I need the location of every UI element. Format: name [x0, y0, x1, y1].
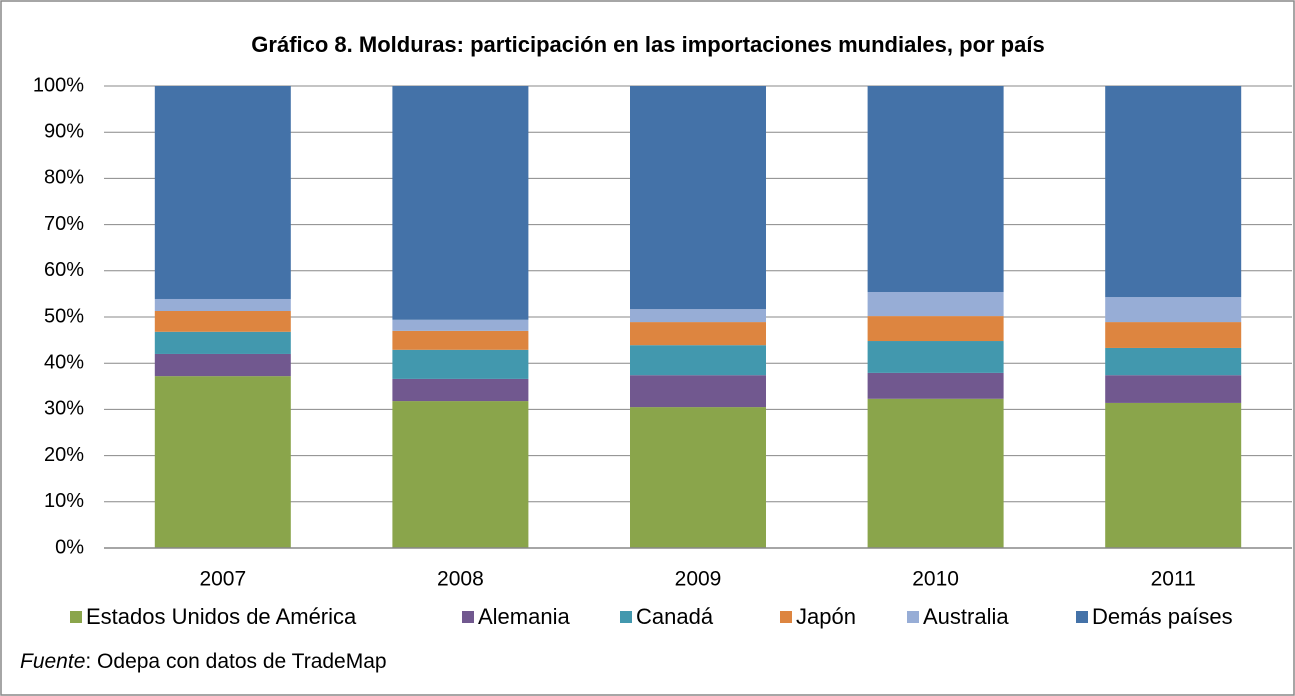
- legend-swatch: [1076, 611, 1088, 623]
- y-tick-label: 60%: [44, 259, 84, 281]
- legend-label: Canadá: [636, 604, 714, 629]
- x-tick-label: 2011: [1151, 568, 1196, 591]
- legend-swatch: [780, 611, 792, 623]
- y-tick-label: 20%: [44, 444, 84, 466]
- bar-segment: [392, 86, 529, 320]
- bar-segment: [392, 378, 529, 402]
- y-tick-label: 80%: [44, 167, 84, 189]
- bar-segment: [392, 401, 529, 548]
- y-tick-label: 0%: [55, 536, 84, 558]
- y-tick-label: 70%: [44, 213, 84, 235]
- bar-segment: [630, 375, 766, 408]
- bar-segment: [154, 310, 291, 332]
- y-tick-label: 40%: [44, 351, 84, 373]
- legend-label: Australia: [923, 604, 1009, 629]
- bar-segment: [867, 398, 1004, 548]
- y-tick-label: 100%: [33, 74, 84, 96]
- bar-segment: [1105, 86, 1242, 298]
- bar-segment: [630, 86, 766, 310]
- bar-segment: [867, 292, 1004, 317]
- bar-segment: [154, 298, 291, 311]
- bar-segment: [1105, 375, 1242, 403]
- bar-segment: [1105, 402, 1242, 548]
- bar-segment: [867, 372, 1004, 399]
- legend-label: Estados Unidos de América: [86, 604, 357, 629]
- x-tick-label: 2009: [675, 568, 722, 591]
- chart-title: Gráfico 8. Molduras: participación en la…: [251, 32, 1044, 57]
- bar-segment: [154, 86, 291, 299]
- y-tick-label: 10%: [44, 490, 84, 512]
- bar-segment: [392, 330, 529, 350]
- bar-segment: [154, 353, 291, 377]
- bar-segment: [1105, 347, 1242, 376]
- y-tick-label: 30%: [44, 398, 84, 420]
- bar-segment: [154, 376, 291, 548]
- x-tick-label: 2008: [437, 568, 484, 591]
- legend-swatch: [462, 611, 474, 623]
- bar-segment: [867, 341, 1004, 373]
- bar-segment: [1105, 297, 1242, 323]
- bar-segment: [154, 331, 291, 354]
- bar-segment: [1105, 322, 1242, 348]
- x-tick-label: 2010: [912, 568, 959, 591]
- legend-label: Japón: [796, 604, 856, 629]
- bar-segment: [392, 319, 529, 331]
- bar-segment: [867, 86, 1004, 293]
- legend-label: Demás países: [1092, 604, 1233, 629]
- bar-segment: [630, 309, 766, 323]
- y-tick-label: 90%: [44, 120, 84, 142]
- bar-segment: [867, 316, 1004, 342]
- bar-segment: [630, 322, 766, 346]
- source-text: : Odepa con datos de TradeMap: [85, 650, 386, 673]
- bar-segment: [630, 407, 766, 548]
- legend-swatch: [907, 611, 919, 623]
- legend-swatch: [70, 611, 82, 623]
- y-tick-label: 50%: [44, 305, 84, 327]
- legend-swatch: [620, 611, 632, 623]
- legend-label: Alemania: [478, 604, 570, 629]
- bar-segment: [630, 345, 766, 376]
- source-label: Fuente: [20, 650, 85, 673]
- bar-segment: [392, 349, 529, 379]
- source-note: Fuente: Odepa con datos de TradeMap: [20, 650, 387, 673]
- x-tick-label: 2007: [199, 568, 246, 591]
